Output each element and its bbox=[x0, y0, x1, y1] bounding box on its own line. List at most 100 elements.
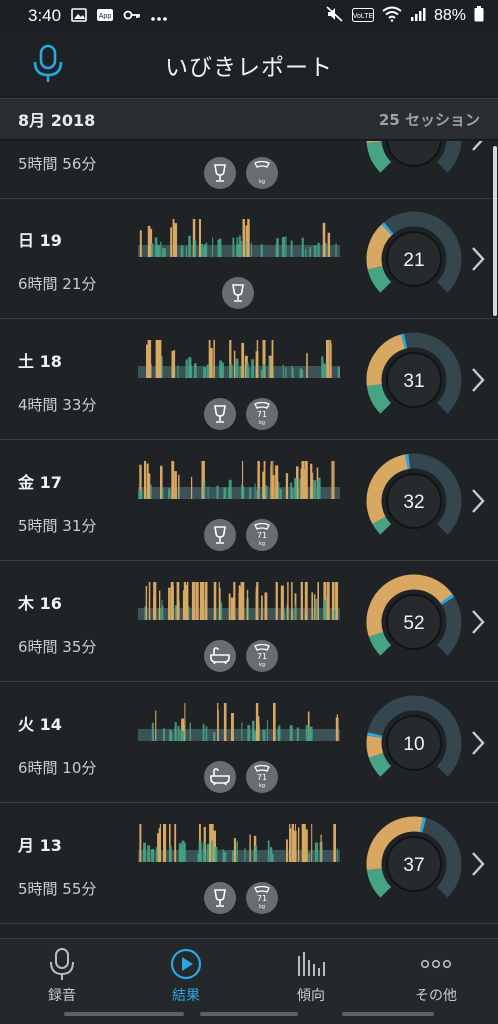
status-bar: 3:40 App VoLTE 88% bbox=[0, 0, 498, 32]
timeline-bar bbox=[222, 849, 224, 862]
microphone-icon bbox=[12, 947, 112, 981]
session-row-partial[interactable] bbox=[0, 925, 498, 938]
timeline-bar bbox=[295, 478, 297, 499]
timeline-bar bbox=[242, 461, 244, 499]
gauge-light-segment bbox=[366, 141, 392, 173]
timeline-bar bbox=[161, 487, 164, 499]
timeline-bar bbox=[251, 359, 254, 378]
timeline-bar bbox=[232, 597, 235, 620]
timeline-bar bbox=[304, 582, 308, 620]
timeline-bar bbox=[145, 586, 148, 620]
svg-text:71: 71 bbox=[257, 894, 267, 903]
chevron-right-icon[interactable] bbox=[470, 141, 486, 153]
timeline-bar bbox=[336, 714, 338, 741]
chevron-right-icon[interactable] bbox=[470, 608, 486, 636]
timeline-bar bbox=[313, 245, 317, 257]
wine-icon bbox=[204, 519, 236, 551]
bathtub-icon bbox=[204, 640, 236, 672]
snore-timeline bbox=[138, 703, 340, 741]
timeline-bar bbox=[333, 609, 336, 620]
nav-trends[interactable]: 傾向 bbox=[261, 947, 361, 1005]
microphone-icon[interactable] bbox=[30, 44, 66, 84]
timeline-bar bbox=[322, 362, 324, 378]
chevron-right-icon[interactable] bbox=[470, 850, 486, 878]
chevron-right-icon[interactable] bbox=[470, 729, 486, 757]
timeline-bar bbox=[262, 471, 265, 499]
timeline-bar bbox=[337, 366, 340, 378]
timeline-bar bbox=[250, 242, 252, 257]
chevron-right-icon[interactable] bbox=[470, 487, 486, 515]
timeline-bar bbox=[232, 850, 234, 862]
volte-icon: VoLTE bbox=[351, 7, 374, 26]
timeline-bar bbox=[233, 350, 236, 378]
scrollbar[interactable] bbox=[493, 146, 497, 316]
session-day: 土 18 bbox=[18, 352, 62, 371]
timeline-bar bbox=[214, 846, 218, 862]
svg-text:71: 71 bbox=[257, 531, 267, 540]
gauge-marker bbox=[400, 333, 408, 349]
timeline-bar bbox=[326, 582, 330, 620]
app-header: いびきレポート bbox=[0, 32, 498, 96]
timeline-bar bbox=[260, 244, 263, 257]
session-row[interactable]: 5時間 56分 kg bbox=[0, 141, 498, 199]
timeline-bar bbox=[336, 848, 338, 862]
timeline-bar bbox=[228, 593, 231, 620]
timeline-bar bbox=[242, 487, 245, 499]
session-row[interactable]: 木 16 6時間 35分 71 kg 52 bbox=[0, 562, 498, 682]
timeline-bar bbox=[159, 824, 161, 862]
timeline-bar bbox=[314, 842, 318, 862]
timeline-bar bbox=[307, 711, 310, 741]
timeline-bar bbox=[223, 487, 227, 499]
session-row[interactable]: 金 17 5時間 31分 71 kg 32 bbox=[0, 441, 498, 561]
timeline-bar bbox=[257, 461, 260, 499]
timeline-bar bbox=[329, 340, 332, 378]
timeline-bar bbox=[151, 722, 154, 741]
timeline-bar bbox=[229, 364, 233, 378]
timeline-bar bbox=[146, 344, 149, 378]
timeline-bar bbox=[324, 242, 327, 257]
session-list[interactable]: 5時間 56分 kg 日 19 6時間 21分 21 土 18 4時間 33分 … bbox=[0, 141, 498, 938]
nav-results[interactable]: 結果 bbox=[136, 947, 236, 1005]
session-row[interactable]: 火 14 6時間 10分 71 kg 10 bbox=[0, 683, 498, 803]
chevron-right-icon[interactable] bbox=[470, 245, 486, 273]
timeline-bar bbox=[264, 592, 268, 620]
chevron-right-icon[interactable] bbox=[470, 366, 486, 394]
timeline-bar bbox=[315, 598, 318, 620]
timeline-bar bbox=[326, 340, 330, 378]
battery-percent: 88% bbox=[433, 7, 466, 24]
timeline-bar bbox=[143, 847, 145, 862]
timeline-bar bbox=[333, 824, 336, 862]
timeline-bar bbox=[255, 592, 258, 620]
svg-text:App: App bbox=[99, 13, 112, 20]
timeline-bar bbox=[241, 342, 245, 378]
session-row[interactable]: 日 19 6時間 21分 21 bbox=[0, 199, 498, 319]
timeline-bar bbox=[178, 843, 182, 862]
svg-text:71: 71 bbox=[257, 410, 267, 419]
timeline-bar bbox=[157, 244, 160, 257]
timeline-bar bbox=[218, 238, 222, 257]
timeline-bar bbox=[168, 587, 171, 620]
timeline-bar bbox=[191, 476, 193, 499]
gauge-center bbox=[386, 836, 442, 892]
nav-more[interactable]: その他 bbox=[386, 947, 486, 1005]
timeline-bar bbox=[235, 358, 239, 378]
timeline-bar bbox=[258, 488, 260, 499]
timeline-bar bbox=[155, 846, 158, 862]
timeline-bar bbox=[213, 340, 215, 378]
timeline-bar bbox=[309, 247, 312, 257]
session-day: 金 17 bbox=[18, 473, 62, 492]
timeline-bar bbox=[139, 230, 142, 257]
svg-text:kg: kg bbox=[259, 541, 265, 547]
timeline-bar bbox=[201, 461, 204, 499]
timeline-bar bbox=[271, 340, 274, 378]
timeline-bar bbox=[150, 364, 152, 378]
timeline-bar bbox=[144, 606, 147, 620]
session-row[interactable]: 土 18 4時間 33分 71 kg 31 bbox=[0, 320, 498, 440]
timeline-bar bbox=[206, 844, 210, 862]
nav-record[interactable]: 録音 bbox=[12, 947, 112, 1005]
timeline-bar bbox=[184, 703, 186, 741]
gauge-loud-segment bbox=[366, 816, 423, 870]
timeline-bar bbox=[282, 364, 284, 378]
session-row[interactable]: 月 13 5時間 55分 71 kg 37 bbox=[0, 804, 498, 924]
month-label: 8月 2018 bbox=[18, 111, 96, 130]
